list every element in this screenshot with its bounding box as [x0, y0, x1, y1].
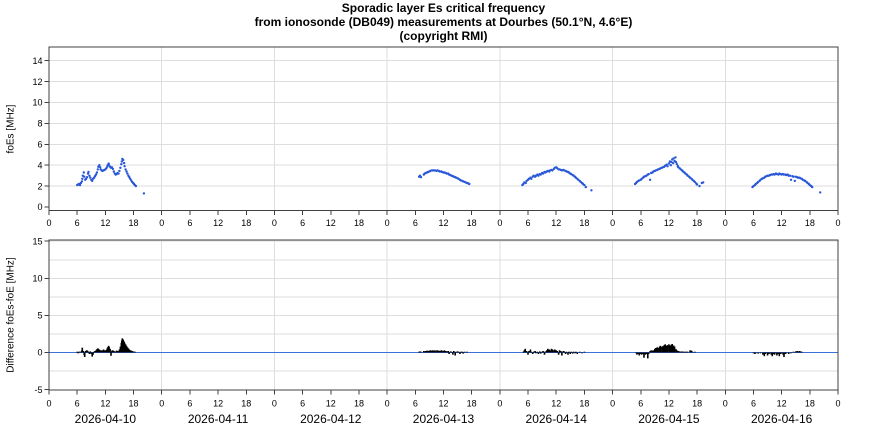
bottom-plot-bars [76, 338, 803, 359]
svg-text:0: 0 [723, 399, 728, 409]
svg-text:12: 12 [551, 399, 561, 409]
top-plot-points [76, 156, 822, 195]
svg-text:6: 6 [300, 399, 305, 409]
svg-text:18: 18 [467, 218, 477, 228]
svg-text:0: 0 [385, 218, 390, 228]
svg-text:2: 2 [37, 181, 42, 191]
svg-text:10: 10 [32, 98, 42, 108]
svg-text:18: 18 [805, 218, 815, 228]
svg-text:0: 0 [835, 218, 840, 228]
svg-text:0: 0 [272, 399, 277, 409]
svg-text:2026-04-14: 2026-04-14 [526, 412, 588, 426]
svg-text:6: 6 [75, 218, 80, 228]
svg-text:0: 0 [272, 218, 277, 228]
svg-text:6: 6 [638, 399, 643, 409]
svg-text:0: 0 [835, 399, 840, 409]
svg-text:12: 12 [551, 218, 561, 228]
svg-text:0: 0 [723, 218, 728, 228]
svg-text:18: 18 [579, 399, 589, 409]
svg-text:6: 6 [638, 218, 643, 228]
svg-text:8: 8 [37, 119, 42, 129]
svg-text:12: 12 [100, 218, 110, 228]
svg-text:2026-04-13: 2026-04-13 [413, 412, 475, 426]
svg-text:0: 0 [46, 399, 51, 409]
gridlines [49, 47, 838, 390]
svg-text:18: 18 [241, 399, 251, 409]
svg-text:12: 12 [32, 77, 42, 87]
svg-text:18: 18 [692, 399, 702, 409]
svg-text:12: 12 [664, 218, 674, 228]
svg-text:15: 15 [32, 236, 42, 246]
svg-text:18: 18 [805, 399, 815, 409]
chart-subtitle: from ionosonde (DB049) measurements at D… [254, 15, 633, 29]
svg-text:4: 4 [37, 160, 42, 170]
svg-text:6: 6 [413, 399, 418, 409]
svg-text:6: 6 [300, 218, 305, 228]
svg-text:0: 0 [37, 348, 42, 358]
svg-text:14: 14 [32, 56, 42, 66]
svg-text:6: 6 [37, 140, 42, 150]
svg-text:0: 0 [159, 218, 164, 228]
svg-text:12: 12 [777, 218, 787, 228]
svg-text:6: 6 [751, 399, 756, 409]
svg-text:-5: -5 [34, 385, 42, 395]
svg-text:12: 12 [438, 399, 448, 409]
svg-text:10: 10 [32, 274, 42, 284]
svg-text:0: 0 [37, 202, 42, 212]
svg-text:18: 18 [354, 399, 364, 409]
svg-text:12: 12 [326, 218, 336, 228]
svg-text:6: 6 [526, 218, 531, 228]
svg-text:6: 6 [751, 218, 756, 228]
svg-text:2026-04-12: 2026-04-12 [300, 412, 362, 426]
svg-text:18: 18 [467, 399, 477, 409]
x-axis-ticks: 0 0 6 6 12 12 18 18 0 0 6 6 12 12 18 18 0 0 6 6 12 12 18 18 0 0 6 6… [46, 210, 841, 409]
svg-text:2026-04-15: 2026-04-15 [638, 412, 700, 426]
svg-text:0: 0 [46, 218, 51, 228]
svg-text:12: 12 [100, 399, 110, 409]
svg-text:0: 0 [497, 399, 502, 409]
svg-text:18: 18 [354, 218, 364, 228]
svg-text:12: 12 [777, 399, 787, 409]
chart-title: Sporadic layer Es critical frequency [341, 1, 546, 15]
svg-text:0: 0 [497, 218, 502, 228]
title-block: Sporadic layer Es critical frequency fro… [49, 1, 838, 43]
svg-text:6: 6 [413, 218, 418, 228]
svg-text:6: 6 [187, 399, 192, 409]
svg-text:6: 6 [187, 218, 192, 228]
svg-text:6: 6 [526, 399, 531, 409]
svg-text:12: 12 [438, 218, 448, 228]
chart-copyright: (copyright RMI) [399, 29, 488, 43]
svg-text:12: 12 [664, 399, 674, 409]
svg-text:12: 12 [213, 399, 223, 409]
svg-text:12: 12 [326, 399, 336, 409]
svg-text:2026-04-16: 2026-04-16 [751, 412, 813, 426]
svg-text:2026-04-11: 2026-04-11 [188, 412, 249, 426]
svg-text:0: 0 [610, 399, 615, 409]
svg-text:2026-04-10: 2026-04-10 [75, 412, 137, 426]
svg-text:18: 18 [129, 399, 139, 409]
svg-text:18: 18 [129, 218, 139, 228]
svg-text:0: 0 [610, 218, 615, 228]
svg-text:18: 18 [241, 218, 251, 228]
x-axis-date-labels: 2026-04-10 2026-04-11 2026-04-12 2026-04-13… [75, 412, 813, 426]
svg-text:18: 18 [692, 218, 702, 228]
svg-text:18: 18 [579, 218, 589, 228]
svg-text:0: 0 [159, 399, 164, 409]
y-axis-ticks: 0 2 4 6 8 10 12 14 -5 0 5 10 15 [32, 56, 49, 395]
svg-text:5: 5 [37, 311, 42, 321]
svg-text:0: 0 [385, 399, 390, 409]
svg-text:12: 12 [213, 218, 223, 228]
svg-text:6: 6 [75, 399, 80, 409]
